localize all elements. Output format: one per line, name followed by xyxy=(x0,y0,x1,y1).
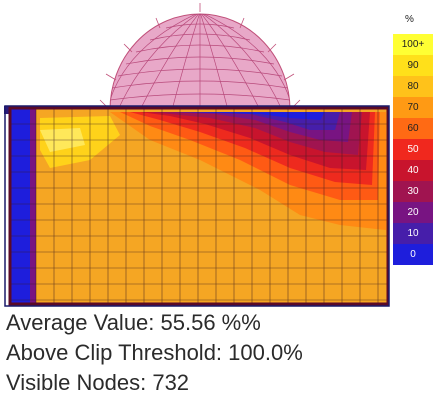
legend-swatch: 90 xyxy=(393,55,433,76)
legend-swatch: 10 xyxy=(393,223,433,244)
contour-plot xyxy=(10,108,388,304)
legend-swatch: 0 xyxy=(393,244,433,265)
legend-swatch: 50 xyxy=(393,139,433,160)
clip-threshold-text: Above Clip Threshold: 100.0% xyxy=(6,340,303,365)
statistics-panel: Average Value: 55.56 %% Above Clip Thres… xyxy=(6,308,426,398)
legend-swatch: 70 xyxy=(393,97,433,118)
color-legend: 100+ 90 80 70 60 50 40 30 20 10 0 xyxy=(393,34,433,265)
legend-unit-label: % xyxy=(405,14,414,25)
plot-outer-border xyxy=(4,105,390,307)
legend-swatch: 30 xyxy=(393,181,433,202)
legend-swatch: 40 xyxy=(393,160,433,181)
average-value-text: Average Value: 55.56 %% xyxy=(6,310,261,335)
legend-swatch: 80 xyxy=(393,76,433,97)
legend-swatch: 60 xyxy=(393,118,433,139)
sky-dome xyxy=(99,3,301,111)
plot-border xyxy=(8,106,390,306)
legend-swatch: 100+ xyxy=(393,34,433,55)
legend-swatch: 20 xyxy=(393,202,433,223)
visible-nodes-text: Visible Nodes: 732 xyxy=(6,370,190,395)
